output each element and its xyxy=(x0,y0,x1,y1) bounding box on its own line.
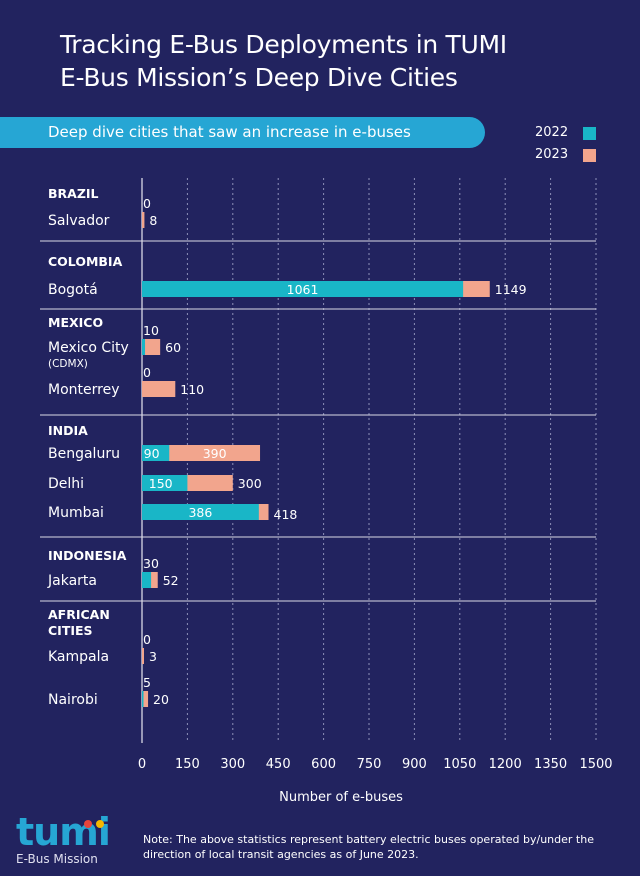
bar-2023-monterrey xyxy=(142,381,176,397)
value-label-2022-delhi: 150 xyxy=(149,476,173,491)
bar-2022-delhi xyxy=(142,475,188,491)
legend-label-2023: 2023 xyxy=(535,147,569,162)
group-header-brazil: BRAZIL xyxy=(48,186,99,201)
value-label-2023-mexico-city: 60 xyxy=(165,340,181,355)
x-tick-label-900: 900 xyxy=(402,757,427,772)
x-tick-label-300: 300 xyxy=(220,757,245,772)
legend: 2022 2023 xyxy=(535,125,615,169)
value-label-2022-monterrey: 0 xyxy=(143,365,151,380)
city-label-mexico-city: Mexico City xyxy=(48,340,129,356)
city-label-monterrey: Monterrey xyxy=(48,382,119,398)
legend-label-2022: 2022 xyxy=(535,125,569,140)
chart-title: Tracking E-Bus Deployments in TUMI E-Bus… xyxy=(60,28,620,94)
city-sublabel-mexico-city: (CDMX) xyxy=(48,358,88,370)
footnote: Note: The above statistics represent bat… xyxy=(143,833,594,861)
title-line-1: Tracking E-Bus Deployments in TUMI xyxy=(60,30,507,59)
city-label-salvador: Salvador xyxy=(48,213,110,229)
bar-2022-mumbai xyxy=(142,504,259,520)
value-label-2023-nairobi: 20 xyxy=(153,692,169,707)
city-label-kampala: Kampala xyxy=(48,649,109,665)
bar-2023-mexico-city xyxy=(142,339,161,355)
value-label-2022-bengaluru: 90 xyxy=(144,446,160,461)
x-tick-label-1350: 1350 xyxy=(534,757,567,772)
city-label-mumbai: Mumbai xyxy=(48,505,104,521)
bar-2022-bogot xyxy=(142,281,464,297)
logo-wordmark: tumi xyxy=(16,810,111,854)
value-label-2023-monterrey: 110 xyxy=(180,382,204,397)
group-header-colombia: COLOMBIA xyxy=(48,254,123,269)
x-tick-label-450: 450 xyxy=(266,757,291,772)
bar-2023-kampala xyxy=(142,648,144,664)
value-label-2023-delhi: 300 xyxy=(238,476,262,491)
x-tick-label-750: 750 xyxy=(357,757,382,772)
title-line-2: E-Bus Mission’s Deep Dive Cities xyxy=(60,63,458,92)
group-header-india: INDIA xyxy=(48,423,88,438)
value-label-2023-bogot: 1149 xyxy=(495,282,527,297)
value-label-2023-jakarta: 52 xyxy=(163,573,179,588)
bar-2022-jakarta xyxy=(142,572,152,588)
tumi-logo: tumi E-Bus Mission xyxy=(16,810,126,868)
value-label-2023-bengaluru: 390 xyxy=(203,446,227,461)
x-tick-label-1200: 1200 xyxy=(489,757,522,772)
value-label-2022-salvador: 0 xyxy=(143,196,151,211)
group-header-mexico: MEXICO xyxy=(48,315,103,330)
value-label-2022-nairobi: 5 xyxy=(143,675,151,690)
x-axis-title: Number of e-buses xyxy=(279,790,403,805)
value-label-2023-mumbai: 418 xyxy=(274,507,298,522)
value-label-2023-kampala: 3 xyxy=(149,649,157,664)
bar-2022-mexico-city xyxy=(142,339,146,355)
value-label-2022-bogot: 1061 xyxy=(287,282,319,297)
value-label-2022-kampala: 0 xyxy=(143,632,151,647)
bar-2023-salvador xyxy=(142,212,145,228)
city-label-delhi: Delhi xyxy=(48,476,84,492)
group-header-african-cities-line-2: CITIES xyxy=(48,623,93,638)
city-label-jakarta: Jakarta xyxy=(47,573,97,589)
value-label-2023-salvador: 8 xyxy=(149,213,157,228)
value-label-2022-mumbai: 386 xyxy=(188,505,212,520)
legend-swatch-2022 xyxy=(583,127,596,140)
city-label-bengaluru: Bengaluru xyxy=(48,446,120,462)
bar-2023-bengaluru xyxy=(142,445,261,461)
value-label-2022-mexico-city: 10 xyxy=(143,323,159,338)
x-tick-label-0: 0 xyxy=(138,757,146,772)
city-label-nairobi: Nairobi xyxy=(48,692,98,708)
bar-2022-bengaluru xyxy=(142,445,170,461)
logo-subtitle: E-Bus Mission xyxy=(16,852,98,866)
value-label-2022-jakarta: 30 xyxy=(143,556,159,571)
x-tick-label-600: 600 xyxy=(311,757,336,772)
subtitle-text: Deep dive cities that saw an increase in… xyxy=(48,123,411,141)
x-tick-label-1500: 1500 xyxy=(579,757,612,772)
legend-item-2022: 2022 xyxy=(535,125,615,147)
x-tick-label-150: 150 xyxy=(175,757,200,772)
city-label-bogot: Bogotá xyxy=(48,282,98,298)
legend-swatch-2023 xyxy=(583,149,596,162)
logo-dot-red xyxy=(84,820,92,828)
subtitle-banner: Deep dive cities that saw an increase in… xyxy=(0,117,485,148)
legend-item-2023: 2023 xyxy=(535,147,615,169)
x-tick-label-1050: 1050 xyxy=(443,757,476,772)
group-header-indonesia: INDONESIA xyxy=(48,548,127,563)
bar-2022-nairobi xyxy=(142,691,144,707)
logo-dot-yellow xyxy=(96,820,104,828)
bar-2023-nairobi xyxy=(142,691,149,707)
group-header-african-cities-line-1: AFRICAN xyxy=(48,607,110,622)
